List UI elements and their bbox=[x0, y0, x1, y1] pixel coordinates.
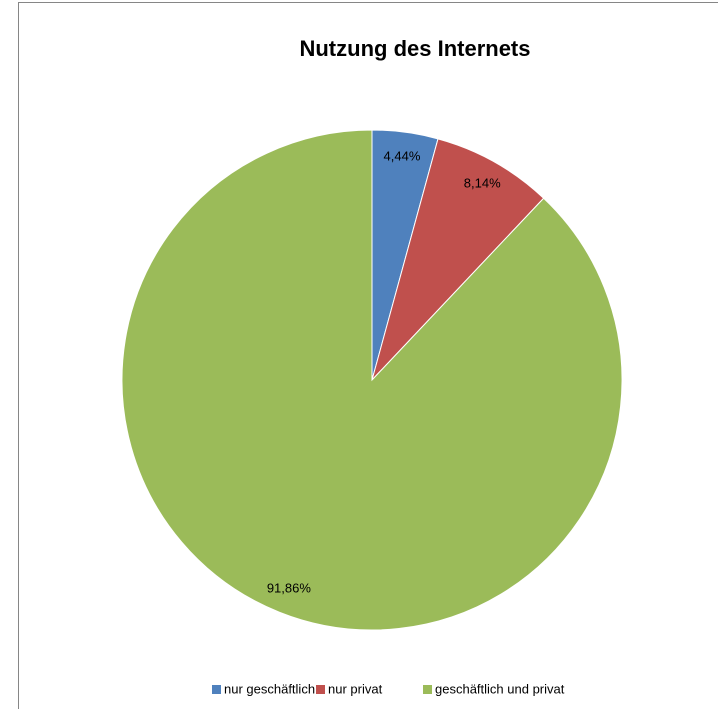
chart-title: Nutzung des Internets bbox=[299, 36, 530, 61]
legend-swatch bbox=[316, 685, 325, 694]
legend-swatch bbox=[423, 685, 432, 694]
legend-label: nur privat bbox=[328, 681, 383, 696]
data-label: 4,44% bbox=[384, 148, 421, 163]
legend-label: geschäftlich und privat bbox=[435, 681, 565, 696]
pie-slice bbox=[371, 138, 545, 381]
data-label: 91,86% bbox=[267, 581, 312, 596]
data-label: 8,14% bbox=[464, 175, 501, 190]
legend-label: nur geschäftlich bbox=[224, 681, 315, 696]
pie-slice bbox=[121, 129, 623, 631]
legend-swatch bbox=[212, 685, 221, 694]
